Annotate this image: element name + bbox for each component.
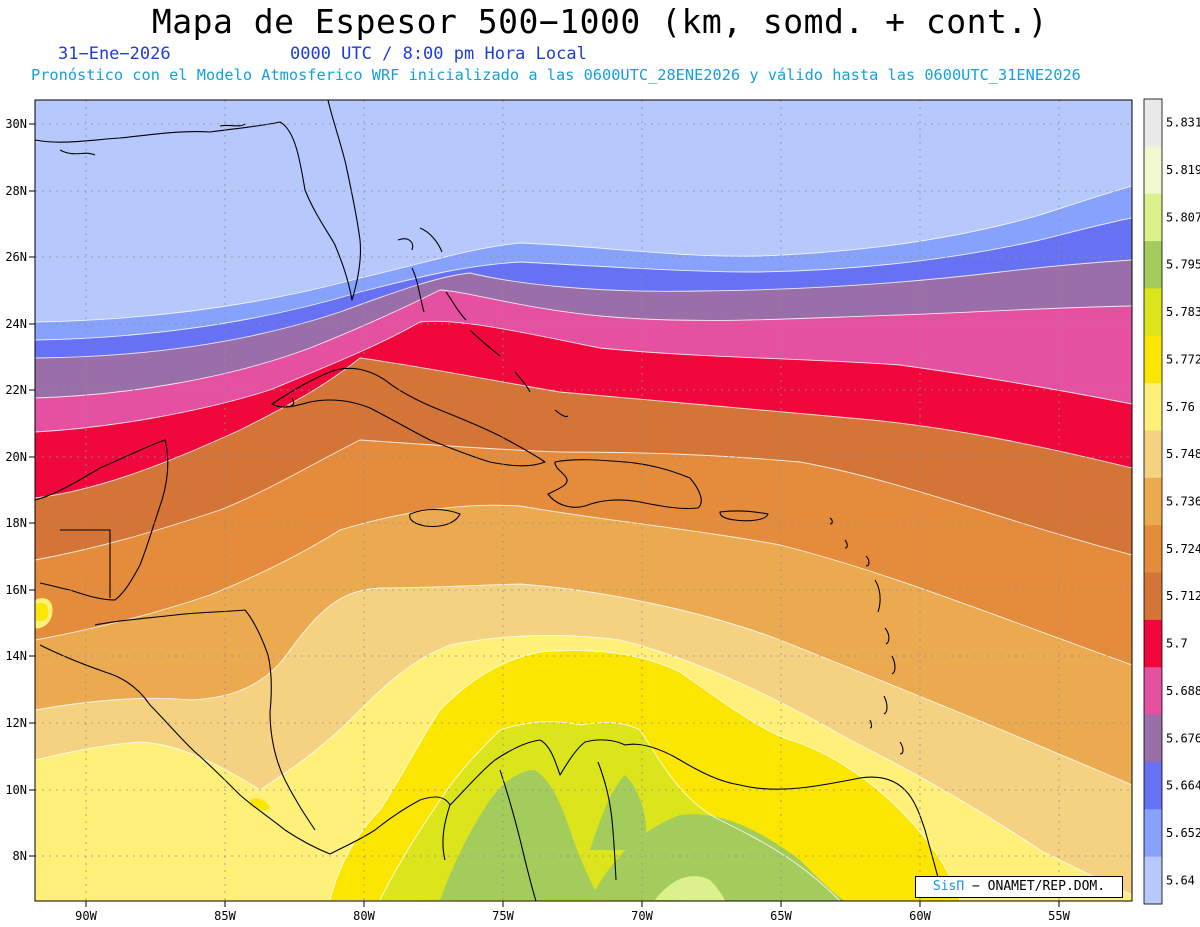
valid-time: 0000 UTC / 8:00 pm Hora Local — [290, 44, 587, 64]
filled-contours — [35, 100, 1132, 901]
legend-label: 5.783 — [1166, 305, 1200, 319]
lat-label-30n: 30N — [5, 117, 27, 131]
credit-box: SisΠ − ONAMET/REP.DOM. — [915, 876, 1123, 898]
latitude-labels: 30N 28N 26N 24N 22N 20N 18N 16N 14N 12N … — [5, 117, 27, 863]
color-legend: 5.831 5.819 5.807 5.795 5.783 5.772 5.76 5.748 5… — [1143, 98, 1200, 905]
credit-org: − ONAMET/REP.DOM. — [972, 879, 1106, 894]
legend-label: 5.736 — [1166, 495, 1200, 509]
lat-label-16n: 16N — [5, 583, 27, 597]
legend-swatch — [1144, 99, 1162, 147]
legend-label: 5.807 — [1166, 210, 1200, 224]
legend-label: 5.724 — [1166, 542, 1200, 556]
legend-label: 5.748 — [1166, 447, 1200, 461]
legend-swatch — [1144, 383, 1162, 431]
lat-label-10n: 10N — [5, 783, 27, 797]
legend-swatch — [1144, 477, 1162, 526]
legend-label: 5.652 — [1166, 826, 1200, 840]
valid-date: 31−Ene−2026 — [58, 44, 171, 64]
contour-lines — [35, 185, 1132, 901]
lon-label-60w: 60W — [909, 909, 931, 923]
lat-label-20n: 20N — [5, 450, 27, 464]
plot-frame — [34, 99, 1133, 902]
legend-label: 5.831 — [1166, 116, 1200, 130]
legend-label: 5.688 — [1166, 684, 1200, 698]
legend-swatch — [1144, 241, 1162, 289]
legend-label: 5.64 — [1166, 873, 1195, 887]
lat-label-8n: 8N — [13, 849, 27, 863]
legend-swatch — [1144, 288, 1162, 337]
legend-label: 5.664 — [1166, 779, 1200, 793]
legend-swatch — [1144, 335, 1162, 384]
lon-label-85w: 85W — [214, 909, 236, 923]
map-title: Mapa de Espesor 500−1000 (km, somd. + co… — [151, 2, 1049, 41]
lon-label-55w: 55W — [1048, 909, 1070, 923]
lon-label-75w: 75W — [492, 909, 514, 923]
legend-swatch — [1144, 430, 1162, 479]
lon-label-70w: 70W — [631, 909, 653, 923]
legend-swatch — [1144, 761, 1162, 810]
lat-label-22n: 22N — [5, 383, 27, 397]
lat-label-24n: 24N — [5, 317, 27, 331]
lat-label-18n: 18N — [5, 516, 27, 530]
legend-label: 5.819 — [1166, 163, 1200, 177]
lon-label-65w: 65W — [770, 909, 792, 923]
legend-label: 5.76 — [1166, 400, 1195, 414]
legend-swatch — [1144, 714, 1162, 763]
legend-swatch — [1144, 146, 1162, 195]
legend-swatch — [1144, 667, 1162, 716]
lon-label-90w: 90W — [75, 909, 97, 923]
legend-label: 5.7 — [1166, 637, 1188, 651]
legend-label: 5.795 — [1166, 258, 1200, 272]
grid-lines — [35, 100, 1132, 901]
legend-label: 5.676 — [1166, 731, 1200, 745]
axis-ticks — [29, 123, 1060, 907]
sis-logo-text: SisΠ — [932, 879, 965, 894]
legend-swatch — [1144, 619, 1162, 668]
lon-label-80w: 80W — [353, 909, 375, 923]
forecast-info: Pronóstico con el Modelo Atmosferico WRF… — [31, 66, 1081, 84]
legend-swatch — [1144, 856, 1162, 905]
lat-label-14n: 14N — [5, 649, 27, 663]
legend-frame — [1143, 98, 1163, 905]
legend-swatch — [1144, 572, 1162, 621]
lat-label-12n: 12N — [5, 716, 27, 730]
legend-swatch — [1144, 809, 1162, 858]
legend-swatch — [1144, 525, 1162, 574]
legend-label: 5.712 — [1166, 589, 1200, 603]
legend-label: 5.772 — [1166, 352, 1200, 366]
longitude-labels: 90W 85W 80W 75W 70W 65W 60W 55W — [75, 909, 1070, 923]
lat-label-28n: 28N — [5, 184, 27, 198]
lat-label-26n: 26N — [5, 250, 27, 264]
legend-swatch — [1144, 193, 1162, 242]
